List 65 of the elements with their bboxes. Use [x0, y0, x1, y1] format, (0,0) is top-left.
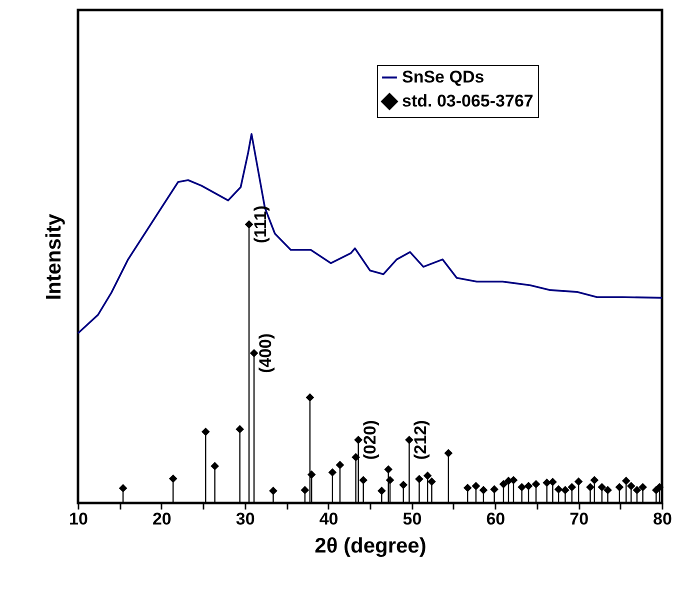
x-tick-label: 50 — [402, 510, 422, 528]
point — [352, 453, 360, 462]
legend-label: SnSe QDs — [402, 68, 484, 86]
point — [472, 482, 480, 490]
point — [307, 470, 316, 479]
point — [306, 393, 314, 402]
point — [399, 480, 408, 490]
legend-label: std. 03-065-3767 — [402, 92, 534, 110]
point — [604, 486, 612, 494]
point — [384, 465, 393, 474]
point — [328, 468, 337, 477]
point — [524, 482, 533, 490]
point — [236, 425, 244, 434]
point — [598, 482, 606, 492]
point — [269, 486, 278, 496]
point — [168, 474, 178, 483]
point — [622, 476, 630, 486]
point — [210, 462, 220, 470]
point — [423, 472, 432, 480]
x-tick-label: 70 — [570, 510, 589, 528]
x-axis-title: 2θ (degree) — [314, 534, 426, 558]
point — [532, 480, 540, 488]
point — [586, 482, 594, 492]
point — [499, 480, 508, 488]
point — [568, 482, 576, 492]
y-axis-title: Intensity — [42, 214, 66, 300]
point — [405, 436, 414, 444]
point — [632, 486, 642, 494]
point — [463, 484, 472, 492]
point — [336, 460, 344, 470]
x-tick-label: 30 — [236, 510, 255, 528]
point — [548, 478, 557, 486]
point — [542, 478, 552, 487]
point — [300, 486, 310, 494]
point — [250, 349, 258, 358]
point — [490, 485, 498, 494]
point — [428, 477, 436, 486]
x-tick-label: 40 — [319, 510, 338, 528]
x-tick-label: 60 — [486, 510, 506, 528]
point — [561, 486, 570, 494]
point — [118, 484, 128, 492]
annotation: (400) — [256, 333, 276, 374]
point — [386, 476, 394, 484]
point — [518, 482, 526, 492]
x-tick-label: 10 — [69, 510, 88, 528]
point — [444, 449, 453, 458]
point — [655, 482, 664, 492]
point — [574, 477, 583, 486]
point — [590, 476, 599, 484]
point — [201, 428, 210, 436]
point — [244, 220, 254, 229]
x-tick-label: 80 — [653, 510, 672, 528]
x-tick-label: 20 — [152, 510, 172, 528]
annotation: (111) — [251, 205, 270, 244]
point — [354, 436, 363, 444]
point — [615, 482, 624, 492]
point — [415, 474, 424, 484]
point — [554, 485, 563, 494]
annotation: (020) — [360, 420, 380, 460]
point — [626, 482, 636, 490]
point — [638, 482, 647, 492]
point — [479, 486, 488, 494]
point — [377, 486, 386, 496]
point — [359, 476, 368, 484]
annotation: (212) — [411, 420, 430, 460]
